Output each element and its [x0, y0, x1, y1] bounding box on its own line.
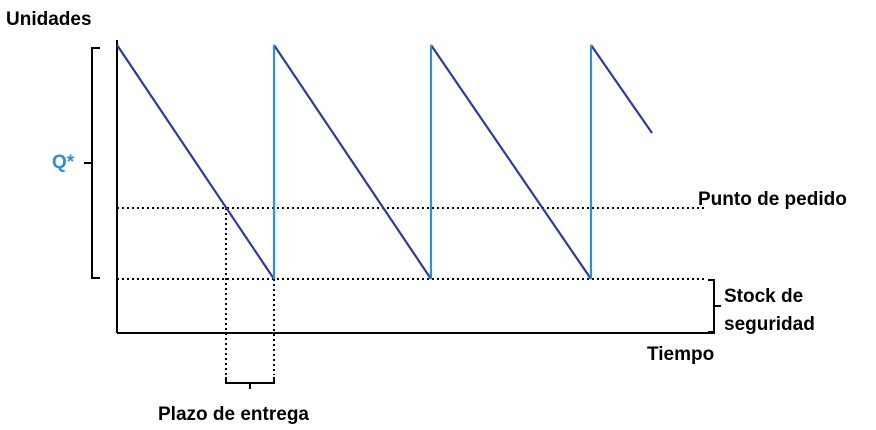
q-bracket [84, 47, 100, 279]
lead-time-bracket [225, 377, 275, 389]
depletion-line-1 [116, 44, 275, 280]
depletion-line-3 [430, 44, 592, 280]
x-axis-label: Tiempo [647, 344, 714, 365]
reorder-point-label: Punto de pedido [698, 189, 847, 210]
depletion-line-2 [273, 44, 432, 280]
safety-stock-bracket [708, 279, 721, 333]
lead-time-label: Plazo de entrega [158, 404, 309, 425]
depletion-line-4 [590, 44, 653, 134]
safety-stock-label-line2: seguridad [724, 314, 815, 335]
q-star-label: Q* [52, 152, 75, 173]
y-axis-label: Unidades [6, 9, 92, 30]
safety-stock-label-line1: Stock de [724, 286, 803, 307]
